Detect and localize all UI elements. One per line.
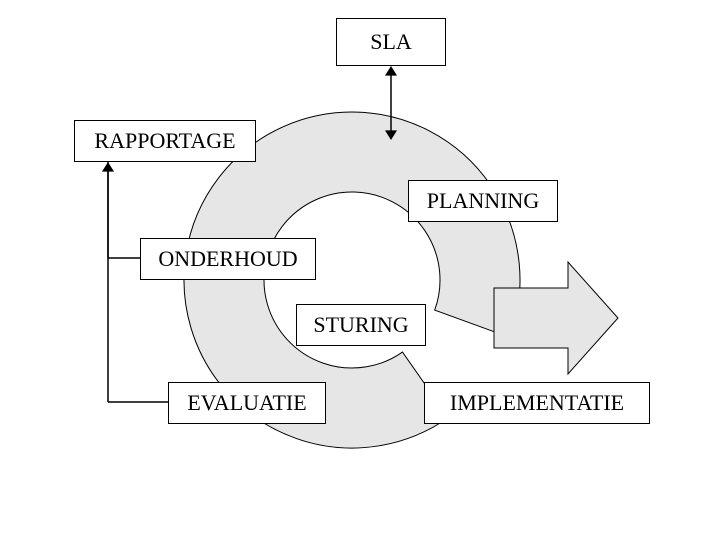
node-planning: PLANNING <box>408 180 558 222</box>
node-sturing: STURING <box>296 304 426 346</box>
node-planning-label: PLANNING <box>427 189 539 213</box>
node-sla-label: SLA <box>370 30 412 54</box>
node-rapportage: RAPPORTAGE <box>74 120 256 162</box>
node-evaluatie-label: EVALUATIE <box>187 391 306 415</box>
diagram-stage: SLA RAPPORTAGE PLANNING ONDERHOUD STURIN… <box>0 0 720 540</box>
node-evaluatie: EVALUATIE <box>168 382 326 424</box>
node-rapportage-label: RAPPORTAGE <box>94 129 235 153</box>
node-implementatie: IMPLEMENTATIE <box>424 382 650 424</box>
node-onderhoud: ONDERHOUD <box>140 238 316 280</box>
node-sla: SLA <box>336 18 446 66</box>
node-onderhoud-label: ONDERHOUD <box>158 247 297 271</box>
background-svg <box>0 0 720 540</box>
node-sturing-label: STURING <box>313 313 408 337</box>
node-implementatie-label: IMPLEMENTATIE <box>450 391 624 415</box>
